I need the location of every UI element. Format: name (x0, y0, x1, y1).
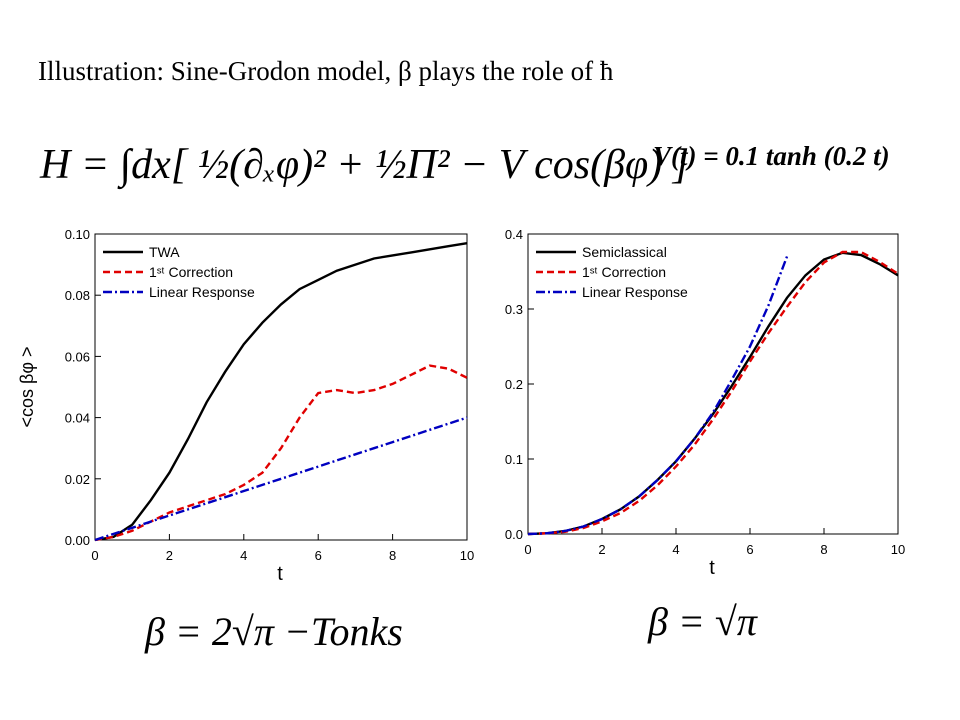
x-tick-label: 0 (524, 542, 531, 557)
y-tick-label: 0.08 (65, 288, 90, 303)
y-tick-label: 0.2 (505, 377, 523, 392)
x-tick-label: 4 (240, 548, 247, 563)
potential: V(t) = 0.1 tanh (0.2 t) (653, 141, 890, 171)
x-axis-label: t (709, 557, 715, 579)
series-line (94, 364, 468, 542)
series-line (94, 242, 468, 542)
series-line (94, 416, 468, 542)
legend-label: TWA (149, 244, 180, 260)
legend-label: Linear Response (149, 284, 255, 300)
legend-label: Linear Response (582, 284, 688, 300)
x-tick-label: 0 (91, 548, 98, 563)
x-tick-label: 2 (166, 548, 173, 563)
chart: 0 2 4 6 8 10 0.00 0.02 0.04 0.06 0.08 0.10 t <cos βφ … (17, 227, 474, 585)
x-tick-label: 6 (746, 542, 753, 557)
x-tick-label: 10 (460, 548, 474, 563)
y-tick-label: 0.4 (505, 227, 523, 242)
y-tick-label: 0.06 (65, 349, 90, 364)
series-line (527, 250, 899, 536)
y-tick-label: 0.0 (505, 527, 523, 542)
y-tick-label: 0.04 (65, 411, 90, 426)
plot-frame (94, 233, 468, 541)
y-tick-label: 0.3 (505, 302, 523, 317)
x-tick-label: 2 (598, 542, 605, 557)
x-tick-label: 10 (891, 542, 905, 557)
legend-label: 1ˢᵗ Correction (582, 264, 666, 280)
legend-label: 1ˢᵗ Correction (149, 264, 233, 280)
chart: 0 2 4 6 8 10 0.0 0.1 0.2 0.3 0.4 t Semiclassical 1ˢᵗ … (505, 227, 905, 579)
x-tick-label: 4 (672, 542, 679, 557)
beta-formula: β = 2√π −Tonks (144, 609, 403, 654)
x-tick-label: 8 (389, 548, 396, 563)
x-axis-label: t (277, 563, 283, 585)
beta-formula: β = √π (647, 599, 758, 644)
x-tick-label: 6 (315, 548, 322, 563)
hamiltonian: H = ∫dx[ ½(∂ₓφ)² + ½Π² − V cos(βφ) ] (39, 142, 689, 190)
series-line (527, 256, 789, 536)
slide-title: Illustration: Sine-Grodon model, β plays… (38, 56, 614, 86)
x-tick-label: 8 (820, 542, 827, 557)
y-tick-label: 0.1 (505, 452, 523, 467)
y-tick-label: 0.10 (65, 227, 90, 242)
y-tick-label: 0.00 (65, 533, 90, 548)
y-axis-label: <cos βφ > (17, 346, 37, 427)
y-tick-label: 0.02 (65, 472, 90, 487)
legend-label: Semiclassical (582, 244, 667, 260)
